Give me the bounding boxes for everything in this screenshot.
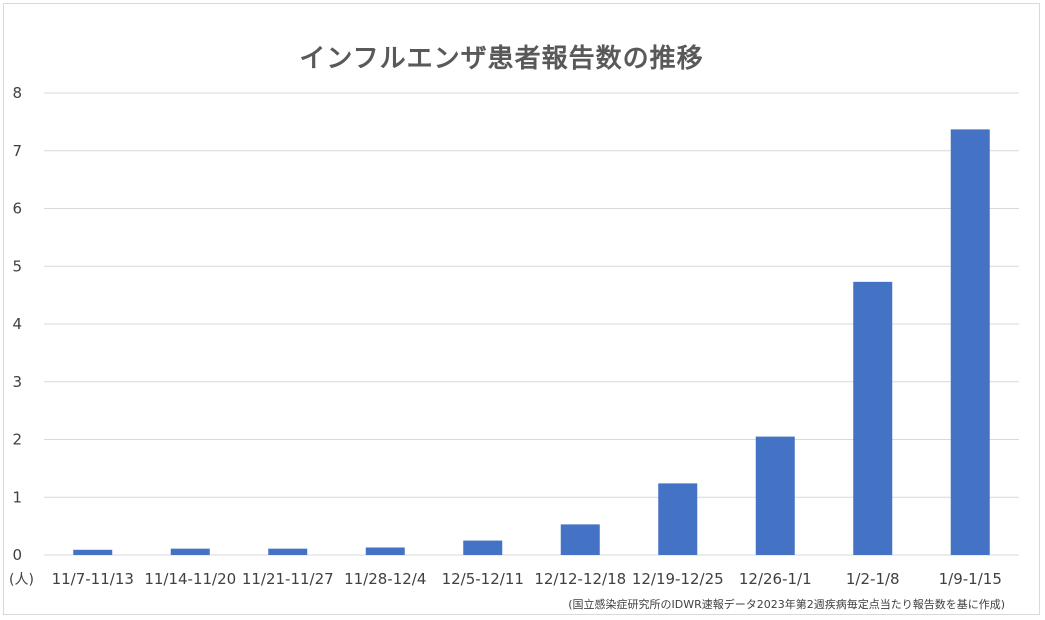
bar: [853, 281, 893, 555]
bar: [755, 436, 795, 555]
x-axis-labels: 11/7-11/13 11/14-11/20 11/21-11/27 11/28-12…: [52, 570, 1002, 588]
y-tick-label: 8: [12, 84, 22, 102]
x-tick-label: 11/14-11/20: [144, 570, 236, 588]
bar: [170, 548, 210, 555]
y-axis-unit: (人): [9, 572, 34, 588]
bars: [73, 129, 990, 555]
y-tick-label: 4: [12, 315, 22, 333]
bar: [950, 129, 990, 555]
bar: [658, 483, 698, 555]
y-tick-label: 1: [12, 488, 22, 506]
x-tick-label: 12/19-12/25: [632, 570, 724, 588]
chart-title: インフルエンザ患者報告数の推移: [299, 44, 704, 74]
x-tick-label: 1/9-1/15: [939, 570, 1002, 588]
x-tick-label: 12/26-1/1: [739, 570, 812, 588]
bar: [365, 547, 405, 555]
x-tick-label: 11/28-12/4: [344, 570, 426, 588]
y-tick-label: 7: [12, 142, 22, 160]
y-tick-label: 0: [12, 546, 22, 564]
y-axis-ticks: 0 1 2 3 4 5 6 7 8: [12, 84, 22, 564]
bar: [463, 540, 503, 555]
bar: [560, 524, 600, 555]
bar: [268, 548, 308, 555]
x-tick-label: 11/7-11/13: [52, 570, 134, 588]
bar: [73, 549, 113, 555]
y-tick-label: 3: [12, 373, 22, 391]
y-tick-label: 2: [12, 431, 22, 449]
y-tick-label: 6: [12, 200, 22, 218]
source-note: (国立感染症研究所のIDWR速報データ2023年第2週疾病毎定点当たり報告数を基…: [568, 598, 1005, 611]
y-tick-label: 5: [12, 257, 22, 275]
x-tick-label: 1/2-1/8: [846, 570, 900, 588]
x-tick-label: 12/12-12/18: [534, 570, 626, 588]
x-tick-label: 11/21-11/27: [242, 570, 334, 588]
x-tick-label: 12/5-12/11: [442, 570, 524, 588]
